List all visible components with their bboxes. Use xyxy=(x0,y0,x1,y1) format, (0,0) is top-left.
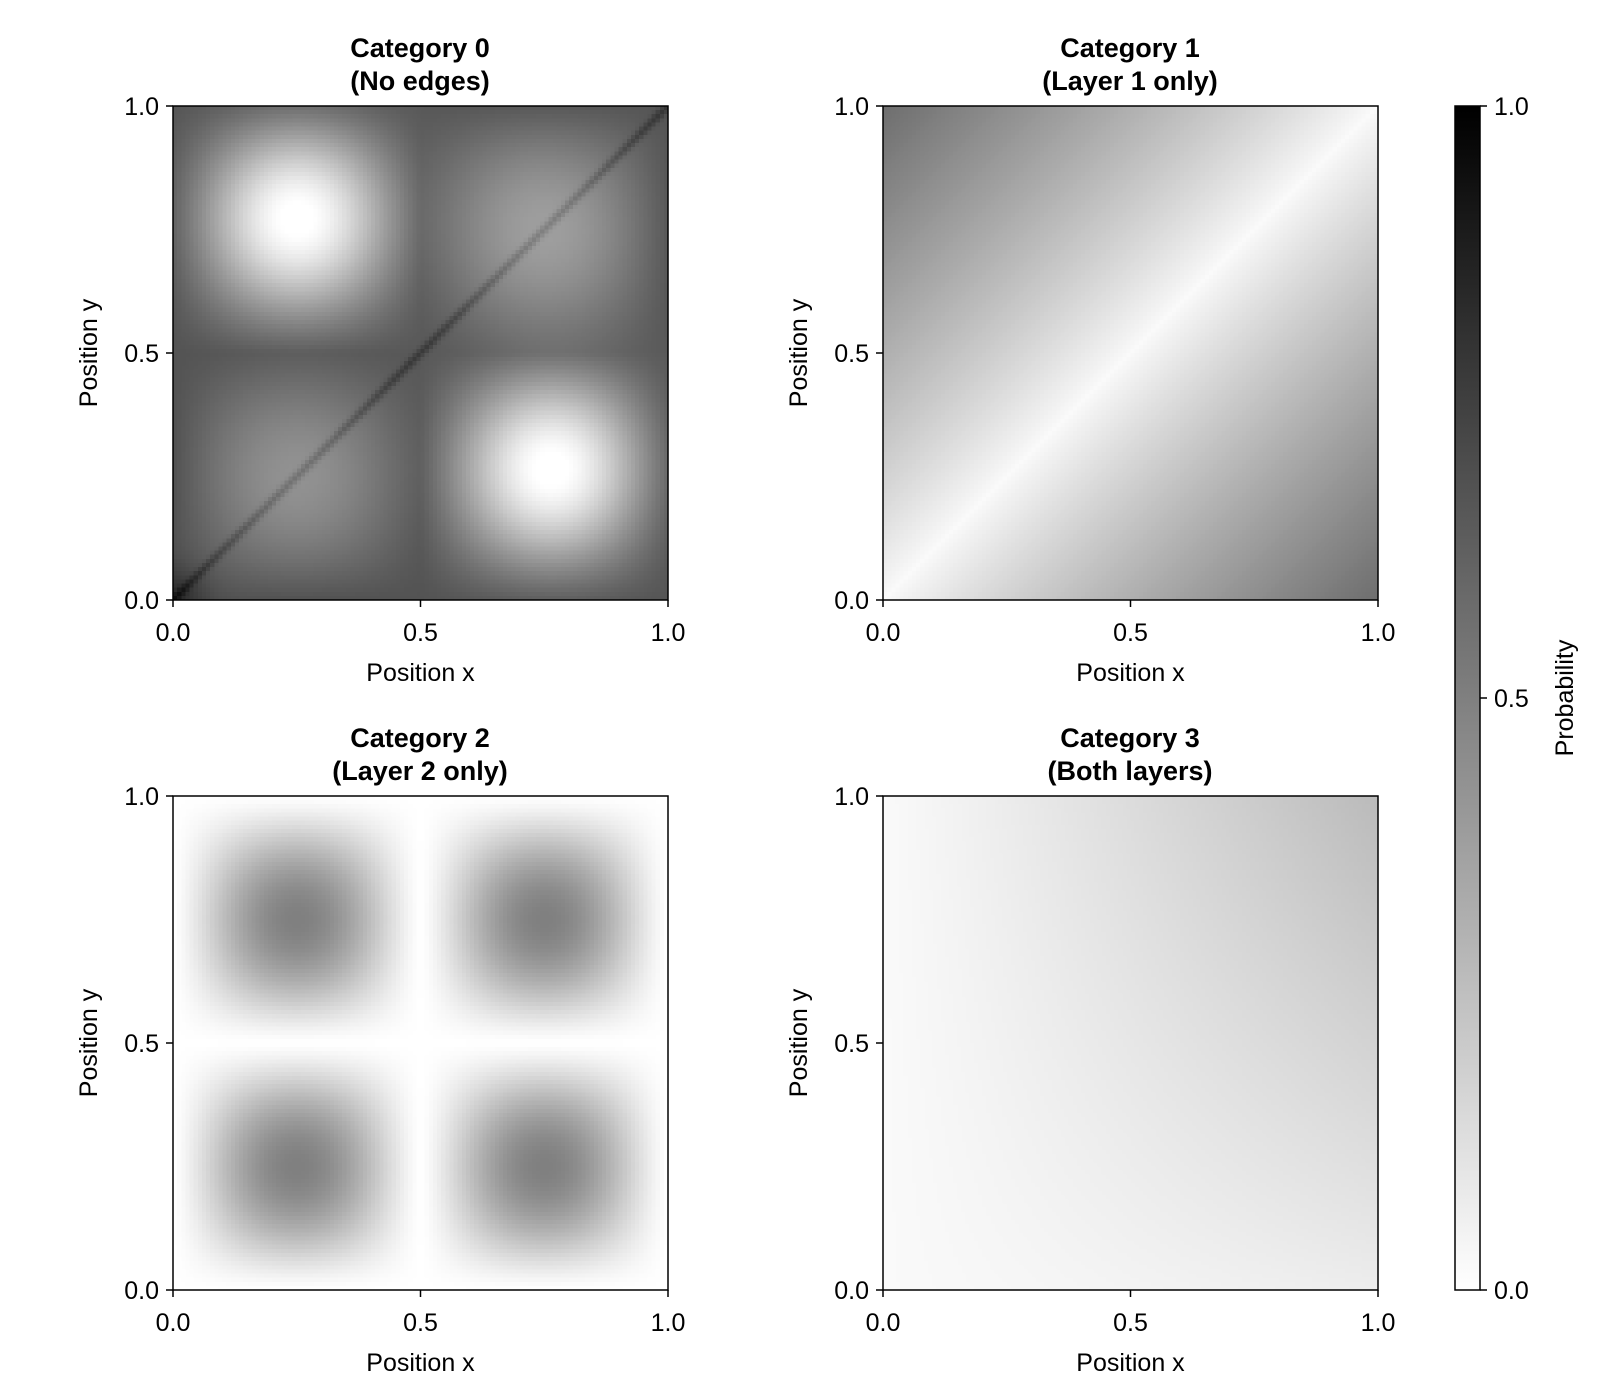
y-tick-label: 0.5 xyxy=(834,1030,869,1058)
heatmap-area xyxy=(173,796,668,1290)
y-axis-label: Position y xyxy=(785,298,813,407)
colorbar-label: Probability xyxy=(1551,639,1579,756)
heatmap-canvas xyxy=(173,106,668,600)
y-tick-label: 0.5 xyxy=(124,1030,159,1058)
x-tick-label: 0.0 xyxy=(866,619,901,647)
x-axis-label: Position x xyxy=(366,659,475,687)
panel-title-line1: Category 0 xyxy=(350,33,490,63)
y-axis-label: Position y xyxy=(785,988,813,1097)
y-tick-label: 0.0 xyxy=(124,1277,159,1305)
colorbar-tick-label: 0.0 xyxy=(1494,1277,1529,1305)
panel-title-line2: (Layer 1 only) xyxy=(1042,66,1218,96)
x-tick-label: 0.0 xyxy=(156,1309,191,1337)
colorbar-tick-label: 0.5 xyxy=(1494,685,1529,713)
panel-title-line2: (Layer 2 only) xyxy=(332,756,508,786)
panel-title-line2: (Both layers) xyxy=(1047,756,1212,786)
panel-category-1: Category 1 (Layer 1 only) 0.0 0.5 1.0 0.… xyxy=(785,33,1395,687)
y-tick-label: 0.0 xyxy=(834,1277,869,1305)
heatmap-area xyxy=(883,106,1378,600)
x-tick-label: 0.5 xyxy=(1113,1309,1148,1337)
y-tick-label: 0.5 xyxy=(124,340,159,368)
x-tick-label: 1.0 xyxy=(651,619,686,647)
panel-category-3: Category 3 (Both layers) 0.0 0.5 1.0 0.0… xyxy=(785,723,1395,1377)
panel-category-2: Category 2 (Layer 2 only) 0.0 0.5 1.0 0.… xyxy=(75,723,685,1377)
x-tick-label: 1.0 xyxy=(1361,619,1396,647)
panel-title-line1: Category 1 xyxy=(1060,33,1200,63)
heatmap-canvas xyxy=(883,106,1378,600)
y-axis-label: Position y xyxy=(75,988,103,1097)
x-axis-label: Position x xyxy=(1076,659,1185,687)
x-axis-label: Position x xyxy=(1076,1349,1185,1377)
x-tick-label: 0.5 xyxy=(403,1309,438,1337)
heatmap-area xyxy=(173,106,668,600)
y-tick-label: 0.5 xyxy=(834,340,869,368)
y-tick-label: 1.0 xyxy=(834,783,869,811)
y-axis-label: Position y xyxy=(75,298,103,407)
heatmap-canvas xyxy=(883,796,1378,1290)
x-tick-label: 0.0 xyxy=(156,619,191,647)
colorbar: 0.0 0.5 1.0 Probability xyxy=(1454,93,1579,1305)
colorbar-gradient xyxy=(1454,105,1481,1291)
colorbar-tick-label: 1.0 xyxy=(1494,93,1529,121)
panel-title-line1: Category 3 xyxy=(1060,723,1200,753)
panel-title-line1: Category 2 xyxy=(350,723,490,753)
y-tick-label: 0.0 xyxy=(124,587,159,615)
y-tick-label: 1.0 xyxy=(124,783,159,811)
heatmap-area xyxy=(883,796,1378,1290)
x-tick-label: 0.0 xyxy=(866,1309,901,1337)
heatmap-canvas xyxy=(173,796,668,1290)
panel-category-0: Category 0 (No edges) 0.0 0.5 1.0 0.0 0.… xyxy=(75,33,685,687)
y-tick-label: 1.0 xyxy=(834,93,869,121)
x-tick-label: 1.0 xyxy=(1361,1309,1396,1337)
x-tick-label: 1.0 xyxy=(651,1309,686,1337)
y-tick-label: 0.0 xyxy=(834,587,869,615)
panel-title-line2: (No edges) xyxy=(350,66,490,96)
x-tick-label: 0.5 xyxy=(403,619,438,647)
x-axis-label: Position x xyxy=(366,1349,475,1377)
y-tick-label: 1.0 xyxy=(124,93,159,121)
x-tick-label: 0.5 xyxy=(1113,619,1148,647)
